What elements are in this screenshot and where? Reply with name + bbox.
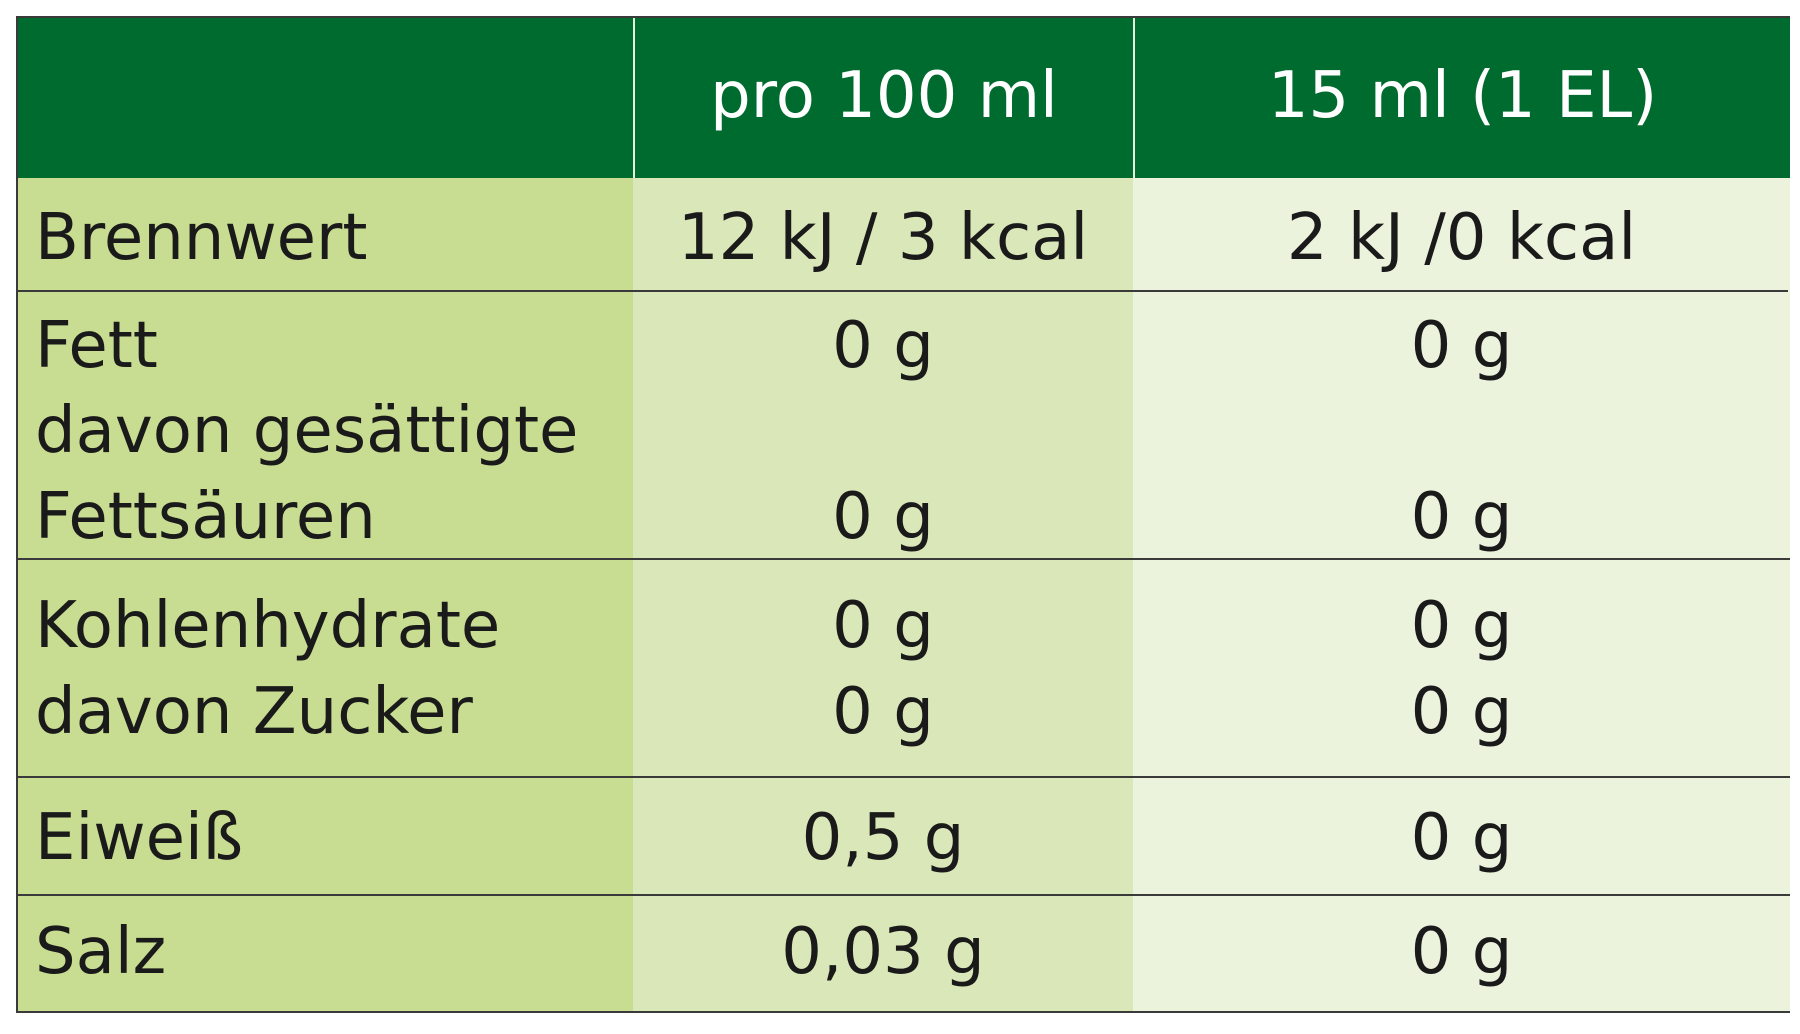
label-cell: Fett davon gesättigte Fettsäuren	[18, 292, 633, 558]
label-cell: Brennwert	[18, 178, 633, 292]
row-brennwert: Brennwert 12 kJ / 3 kcal 2 kJ /0 kcal	[18, 178, 1790, 292]
value-zucker-per15: 0 g	[1410, 675, 1513, 749]
row-fett: Fett davon gesättigte Fettsäuren 0 g 0 g…	[18, 292, 1790, 558]
per100-cell: 12 kJ / 3 kcal	[633, 178, 1133, 292]
value-fett-per100: 0 g	[832, 309, 934, 383]
label-davon-zucker: davon Zucker	[35, 675, 473, 749]
row-eiweiss: Eiweiß 0,5 g 0 g	[18, 778, 1790, 894]
value-kohlenhydrate-per100: 0 g	[832, 589, 934, 663]
per15-cell: 0 g 0 g	[1133, 560, 1790, 776]
row-salz: Salz 0,03 g 0 g	[18, 896, 1790, 1011]
row-divider	[18, 894, 1788, 896]
label-cell: Kohlenhydrate davon Zucker	[18, 560, 633, 776]
per100-cell: 0,5 g	[633, 778, 1133, 894]
value-salz-per15: 0 g	[1410, 915, 1513, 989]
label-davon-gesaettigte: davon gesättigte	[35, 394, 579, 468]
label-cell: Eiweiß	[18, 778, 633, 894]
row-kohlenhydrate: Kohlenhydrate davon Zucker 0 g 0 g 0 g 0…	[18, 560, 1790, 776]
per15-cell: 0 g	[1133, 896, 1790, 1011]
value-salz-per100: 0,03 g	[781, 915, 985, 989]
header-row: pro 100 ml 15 ml (1 EL)	[18, 18, 1790, 178]
header-cell-per100: pro 100 ml	[633, 18, 1133, 178]
header-cell-empty	[18, 18, 633, 178]
header-15-ml-1-el: 15 ml (1 EL)	[1267, 59, 1658, 133]
value-brennwert-per100: 12 kJ / 3 kcal	[677, 201, 1089, 275]
per100-cell: 0 g 0 g	[633, 560, 1133, 776]
value-eiweiss-per15: 0 g	[1410, 801, 1513, 875]
label-salz: Salz	[35, 915, 167, 989]
label-cell: Salz	[18, 896, 633, 1011]
value-fettsaeuren-per15: 0 g	[1410, 480, 1513, 554]
label-brennwert: Brennwert	[35, 201, 368, 275]
per15-cell: 2 kJ /0 kcal	[1133, 178, 1790, 292]
per100-cell: 0 g 0 g	[633, 292, 1133, 558]
per100-cell: 0,03 g	[633, 896, 1133, 1011]
value-brennwert-per15: 2 kJ /0 kcal	[1286, 201, 1637, 275]
value-eiweiss-per100: 0,5 g	[801, 801, 965, 875]
value-kohlenhydrate-per15: 0 g	[1410, 589, 1513, 663]
value-zucker-per100: 0 g	[832, 675, 934, 749]
header-per100-ml: pro 100 ml	[710, 59, 1058, 133]
row-divider	[18, 776, 1788, 778]
row-divider	[18, 558, 1788, 560]
value-fett-per15: 0 g	[1410, 309, 1513, 383]
header-cell-per15: 15 ml (1 EL)	[1133, 18, 1790, 178]
label-eiweiss: Eiweiß	[35, 801, 244, 875]
per15-cell: 0 g 0 g	[1133, 292, 1790, 558]
label-fett: Fett	[35, 309, 158, 383]
value-fettsaeuren-per100: 0 g	[832, 480, 934, 554]
row-divider	[18, 290, 1788, 292]
per15-cell: 0 g	[1133, 778, 1790, 894]
label-kohlenhydrate: Kohlenhydrate	[35, 589, 501, 663]
nutrition-table: pro 100 ml 15 ml (1 EL) Brennwert 12 kJ …	[16, 16, 1790, 1013]
label-fettsaeuren: Fettsäuren	[35, 480, 376, 554]
